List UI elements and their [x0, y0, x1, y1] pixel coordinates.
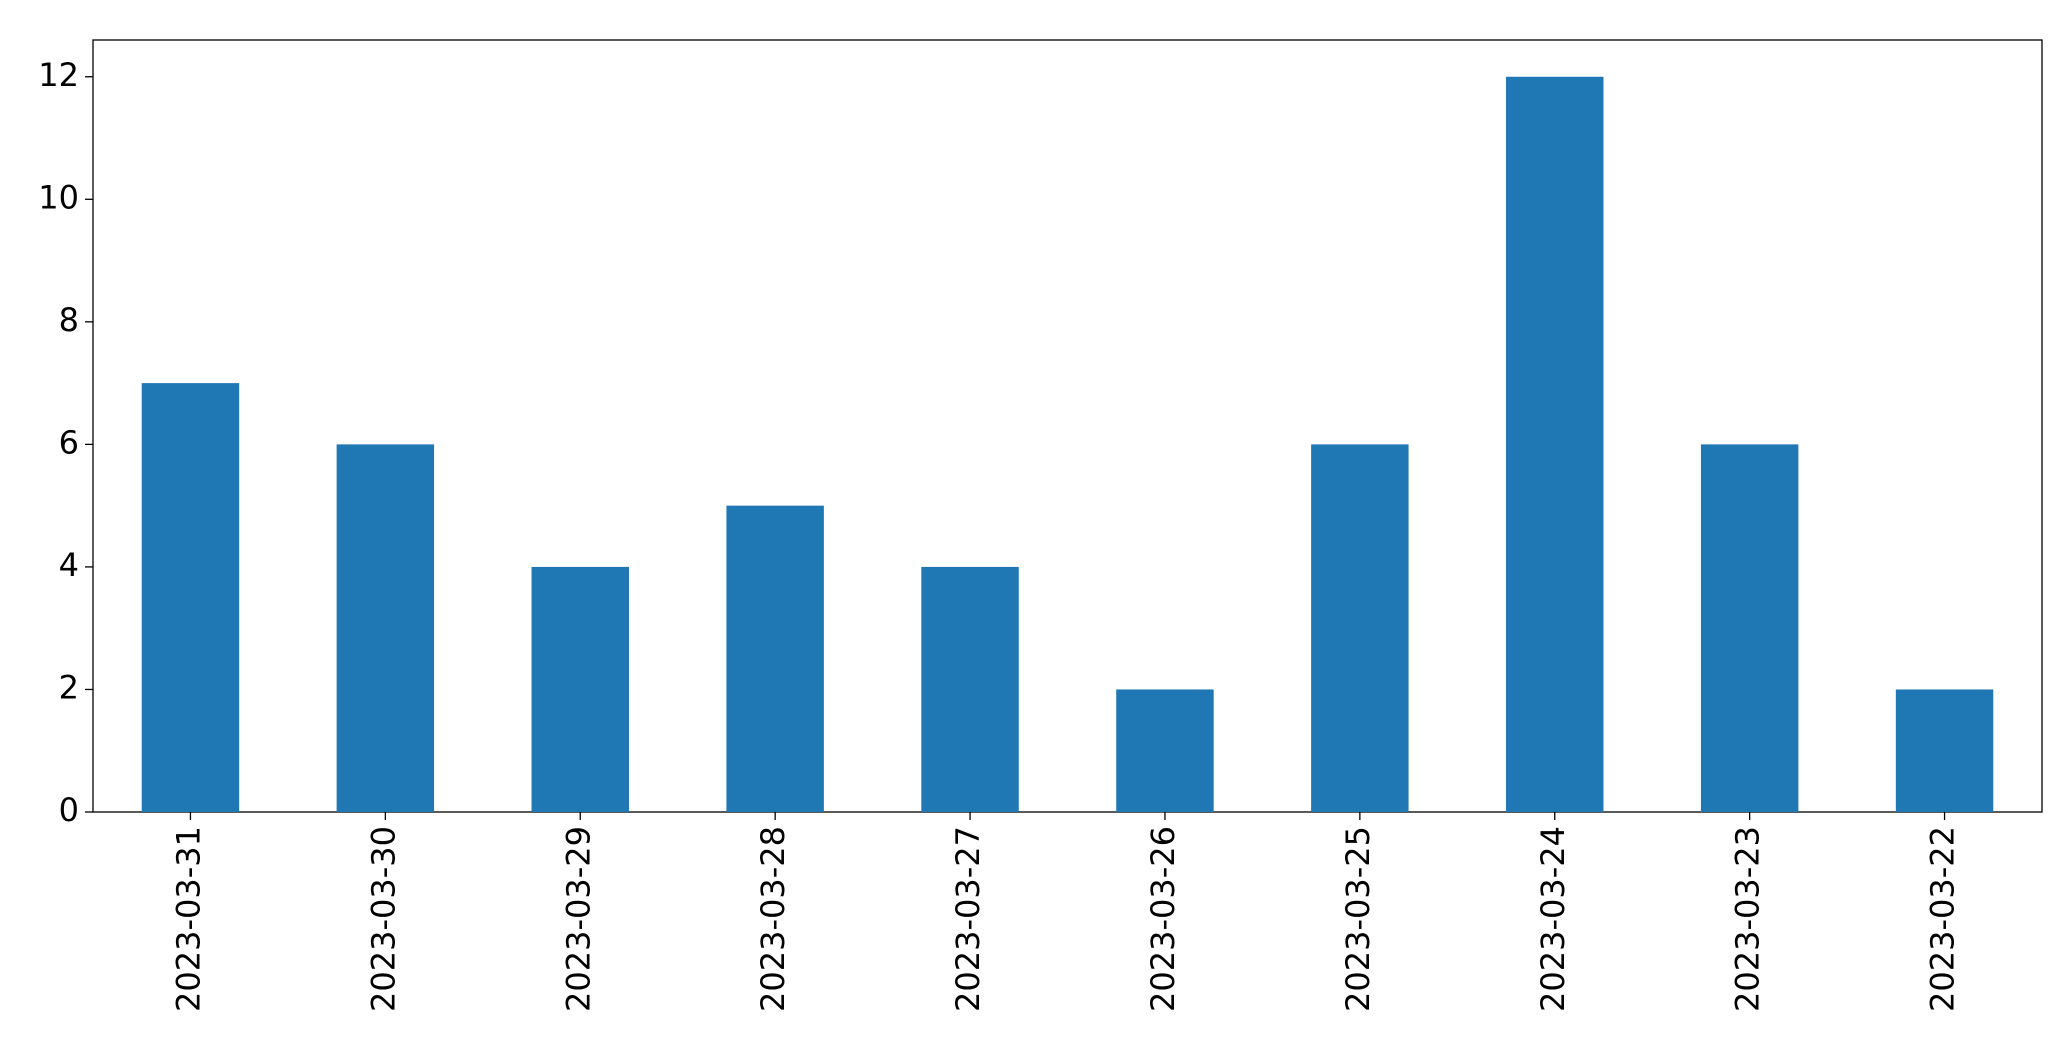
x-tick-label: 2023-03-25 — [1339, 826, 1377, 1012]
bar — [921, 566, 1019, 812]
y-tick-label: 6 — [59, 423, 79, 461]
x-tick-label: 2023-03-23 — [1729, 826, 1767, 1012]
y-tick-label: 0 — [59, 791, 79, 829]
y-tick-label: 8 — [59, 301, 79, 339]
bar — [141, 383, 240, 812]
bar — [1311, 444, 1409, 812]
x-tick-label: 2023-03-30 — [364, 826, 402, 1012]
x-tick-label: 2023-03-28 — [754, 826, 792, 1012]
x-tick-label: 2023-03-24 — [1534, 826, 1572, 1012]
bar — [1895, 689, 1994, 812]
bar — [1700, 444, 1799, 812]
x-tick-label: 2023-03-27 — [949, 826, 987, 1012]
bar — [1506, 76, 1604, 812]
bar — [336, 444, 435, 812]
x-tick-label: 2023-03-31 — [169, 826, 207, 1012]
y-tick-label: 2 — [59, 668, 79, 706]
bar — [1116, 689, 1214, 812]
y-tick-label: 10 — [38, 178, 79, 216]
plot-frame — [92, 39, 2043, 813]
bar — [726, 505, 824, 812]
x-tick-label: 2023-03-26 — [1144, 826, 1182, 1012]
bar — [531, 566, 629, 812]
y-tick-label: 12 — [38, 56, 79, 94]
x-tick-label: 2023-03-22 — [1924, 826, 1962, 1012]
x-tick-label: 2023-03-29 — [559, 826, 597, 1012]
y-tick-label: 4 — [59, 546, 79, 584]
